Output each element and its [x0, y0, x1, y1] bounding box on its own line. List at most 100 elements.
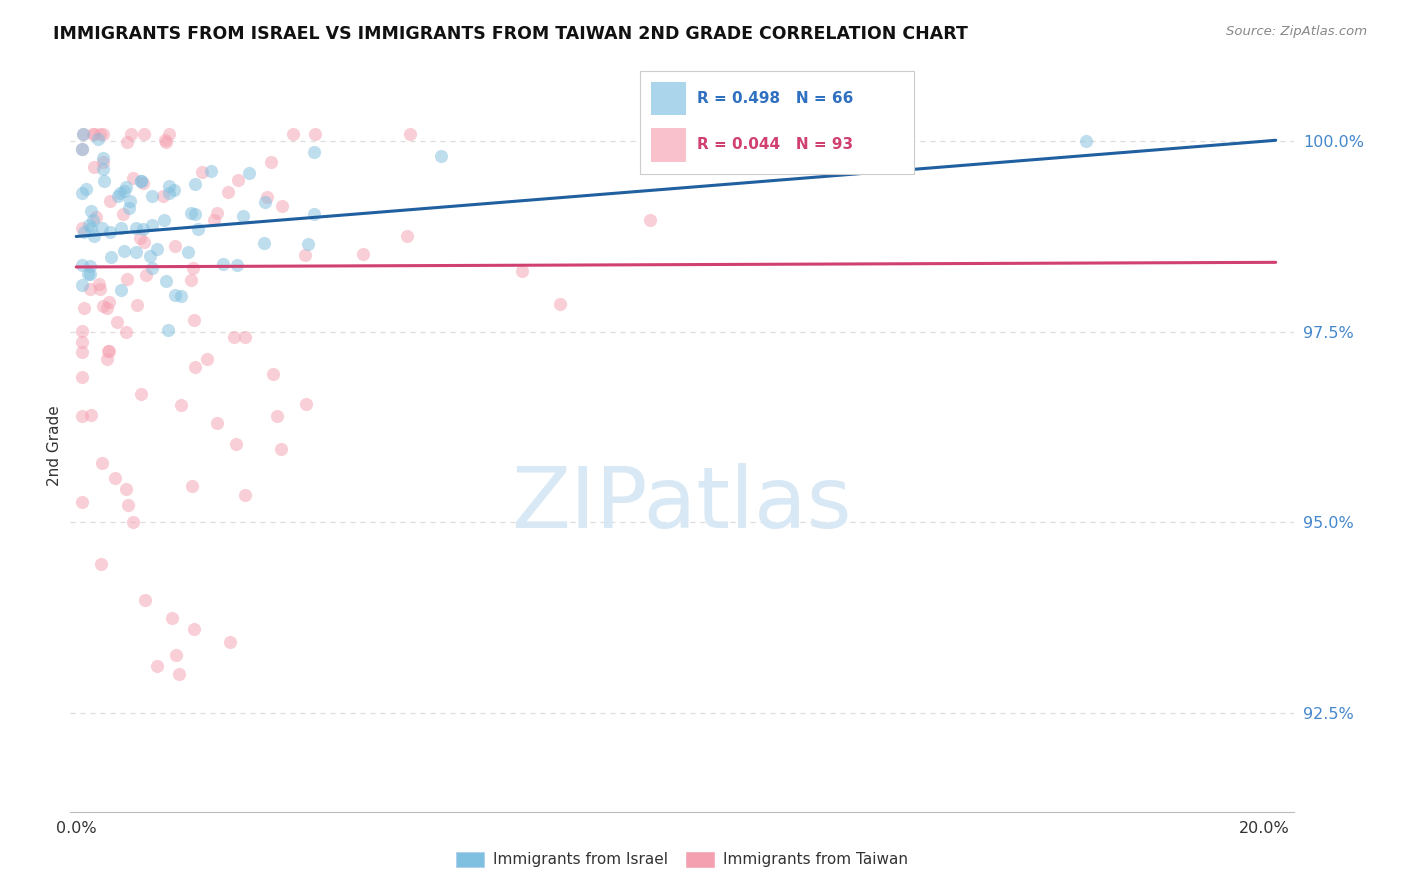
Point — [225, 437, 247, 451]
Point — [135, 268, 157, 282]
Point — [352, 247, 374, 261]
Point — [79, 218, 101, 232]
Point — [122, 515, 145, 529]
Point — [167, 666, 190, 681]
Point — [270, 442, 292, 457]
Point — [114, 179, 136, 194]
Point — [238, 166, 260, 180]
Point — [91, 127, 114, 141]
Point — [146, 658, 169, 673]
Point — [70, 334, 93, 349]
Point — [163, 183, 186, 197]
Point — [191, 165, 214, 179]
Point — [297, 236, 319, 251]
Point — [70, 221, 93, 235]
Point — [222, 330, 245, 344]
Point — [159, 186, 181, 201]
Point — [281, 127, 304, 141]
Point — [226, 173, 249, 187]
Point — [180, 273, 202, 287]
Point — [145, 242, 167, 256]
Point — [132, 127, 155, 141]
Point — [79, 282, 101, 296]
Point — [112, 244, 135, 258]
Point — [153, 133, 176, 147]
Text: ZIPatlas: ZIPatlas — [512, 463, 852, 546]
Point — [73, 301, 96, 316]
Point — [638, 213, 661, 227]
Point — [76, 267, 98, 281]
Point — [195, 351, 218, 366]
Point — [183, 622, 205, 636]
Point — [398, 127, 420, 141]
Point — [115, 272, 138, 286]
Point — [153, 213, 176, 227]
Text: R = 0.044   N = 93: R = 0.044 N = 93 — [697, 137, 853, 153]
Point — [211, 257, 233, 271]
Point — [183, 207, 205, 221]
Point — [83, 229, 105, 244]
Point — [114, 184, 136, 198]
Point — [120, 194, 142, 209]
Point — [105, 315, 128, 329]
Point — [118, 202, 141, 216]
Point — [96, 351, 118, 366]
Point — [235, 330, 257, 344]
Point — [83, 161, 105, 175]
Point — [294, 247, 316, 261]
Point — [131, 177, 153, 191]
Point — [202, 212, 225, 227]
Point — [84, 211, 107, 225]
Point — [70, 142, 93, 156]
Point — [141, 188, 163, 202]
Point — [70, 278, 93, 293]
Point — [112, 207, 135, 221]
Y-axis label: 2nd Grade: 2nd Grade — [46, 406, 62, 486]
Point — [396, 228, 419, 243]
Point — [120, 127, 142, 141]
Point — [108, 186, 131, 200]
Point — [510, 264, 533, 278]
Point — [1074, 134, 1097, 148]
Point — [170, 398, 193, 412]
Point — [157, 179, 180, 194]
Point — [205, 205, 228, 219]
Point — [70, 142, 93, 156]
Point — [225, 258, 247, 272]
Point — [80, 203, 103, 218]
Point — [70, 345, 93, 359]
Point — [91, 151, 114, 165]
Point — [90, 221, 112, 235]
Point — [177, 244, 200, 259]
Point — [304, 127, 326, 141]
Point — [70, 370, 93, 384]
Point — [141, 261, 163, 276]
Point — [129, 174, 152, 188]
Point — [271, 199, 294, 213]
Point — [295, 397, 318, 411]
Point — [107, 189, 129, 203]
Point — [262, 368, 284, 382]
Point — [80, 221, 103, 235]
Point — [162, 610, 184, 624]
Point — [75, 182, 97, 196]
Point — [91, 299, 114, 313]
Point — [70, 495, 93, 509]
Point — [125, 244, 148, 259]
Point — [89, 277, 111, 292]
Text: IMMIGRANTS FROM ISRAEL VS IMMIGRANTS FROM TAIWAN 2ND GRADE CORRELATION CHART: IMMIGRANTS FROM ISRAEL VS IMMIGRANTS FRO… — [53, 25, 969, 43]
Point — [184, 359, 207, 374]
Point — [141, 219, 163, 233]
Point — [166, 648, 188, 662]
Point — [302, 145, 325, 160]
Point — [79, 267, 101, 281]
Point — [129, 174, 152, 188]
Point — [260, 154, 283, 169]
Point — [430, 149, 453, 163]
Point — [129, 231, 152, 245]
Point — [91, 161, 114, 176]
Point — [138, 249, 160, 263]
Point — [304, 207, 326, 221]
Point — [70, 409, 93, 423]
Legend: Immigrants from Israel, Immigrants from Taiwan: Immigrants from Israel, Immigrants from … — [450, 846, 914, 873]
